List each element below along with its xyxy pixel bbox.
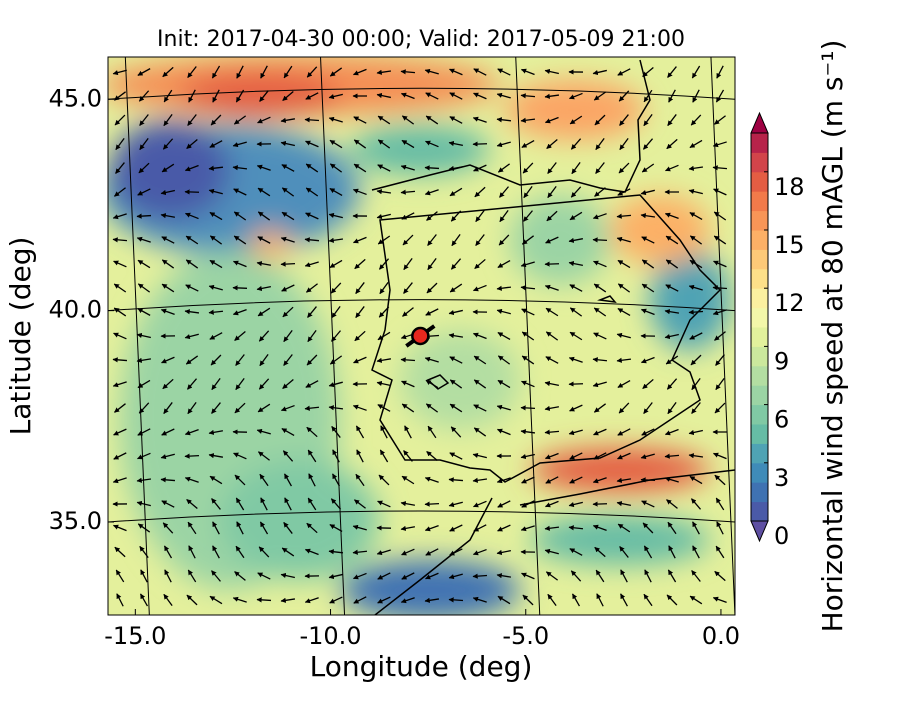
x-tick-label: 0.0: [702, 622, 740, 650]
x-axis-label: Longitude (deg): [310, 650, 533, 683]
y-tick-label: 45.0: [49, 84, 102, 112]
wind-arrow: [545, 264, 559, 265]
wind-arrow: [425, 168, 439, 169]
x-tick-label: -15.0: [104, 622, 166, 650]
colorbar-tick-label: 15: [774, 231, 805, 259]
colorbar-band: [751, 230, 768, 250]
colorbar: 0 3 6 9 12 15 18: [751, 113, 805, 550]
wind-arrow: [185, 456, 199, 457]
colorbar-band: [751, 424, 768, 444]
colorbar-band: [751, 269, 768, 289]
wind-arrow: [137, 216, 151, 217]
y-axis-label: Latitude (deg): [4, 237, 37, 436]
colorbar-band: [751, 385, 768, 405]
colorbar-band: [751, 191, 768, 211]
colorbar-extend-over: [751, 113, 768, 133]
colorbar-band: [751, 482, 768, 502]
wind-arrow: [257, 600, 271, 601]
wind-arrow: [425, 504, 439, 505]
wind-arrow: [449, 600, 463, 601]
wind-arrow: [593, 240, 607, 241]
colorbar-band: [751, 366, 768, 386]
colorbar-tick-label: 3: [774, 464, 789, 492]
site-marker: [412, 328, 428, 344]
colorbar-band: [751, 443, 768, 463]
wind-arrow: [521, 408, 535, 409]
x-tick-label: -10.0: [299, 622, 361, 650]
colorbar-band: [751, 463, 768, 483]
wind-arrow: [641, 480, 655, 481]
wind-arrow: [233, 288, 247, 289]
colorbar-band: [751, 249, 768, 269]
colorbar-band: [751, 405, 768, 425]
colorbar-tick-label: 6: [774, 406, 789, 434]
colorbar-tick-label: 0: [774, 522, 789, 550]
colorbar-extend-under: [751, 521, 768, 541]
wind-arrow: [281, 264, 295, 265]
colorbar-label: Horizontal wind speed at 80 mAGL (m s⁻¹): [816, 40, 849, 633]
colorbar-band: [751, 211, 768, 231]
y-tick-label: 40.0: [49, 296, 102, 324]
colorbar-band: [751, 288, 768, 308]
colorbar-band: [751, 346, 768, 366]
colorbar-tick-label: 9: [774, 347, 789, 375]
wind-arrow: [593, 504, 607, 505]
colorbar-band: [751, 133, 768, 153]
colorbar-band: [751, 308, 768, 328]
x-tick-label: -5.0: [502, 622, 549, 650]
colorbar-band: [751, 172, 768, 192]
colorbar-tick-label: 12: [774, 289, 805, 317]
y-tick-label: 35.0: [49, 507, 102, 535]
colorbar-tick-label: 18: [774, 173, 805, 201]
colorbar-band: [751, 152, 768, 172]
colorbar-band: [751, 502, 768, 522]
colorbar-band: [751, 327, 768, 347]
chart-title: Init: 2017-04-30 00:00; Valid: 2017-05-0…: [157, 27, 685, 52]
